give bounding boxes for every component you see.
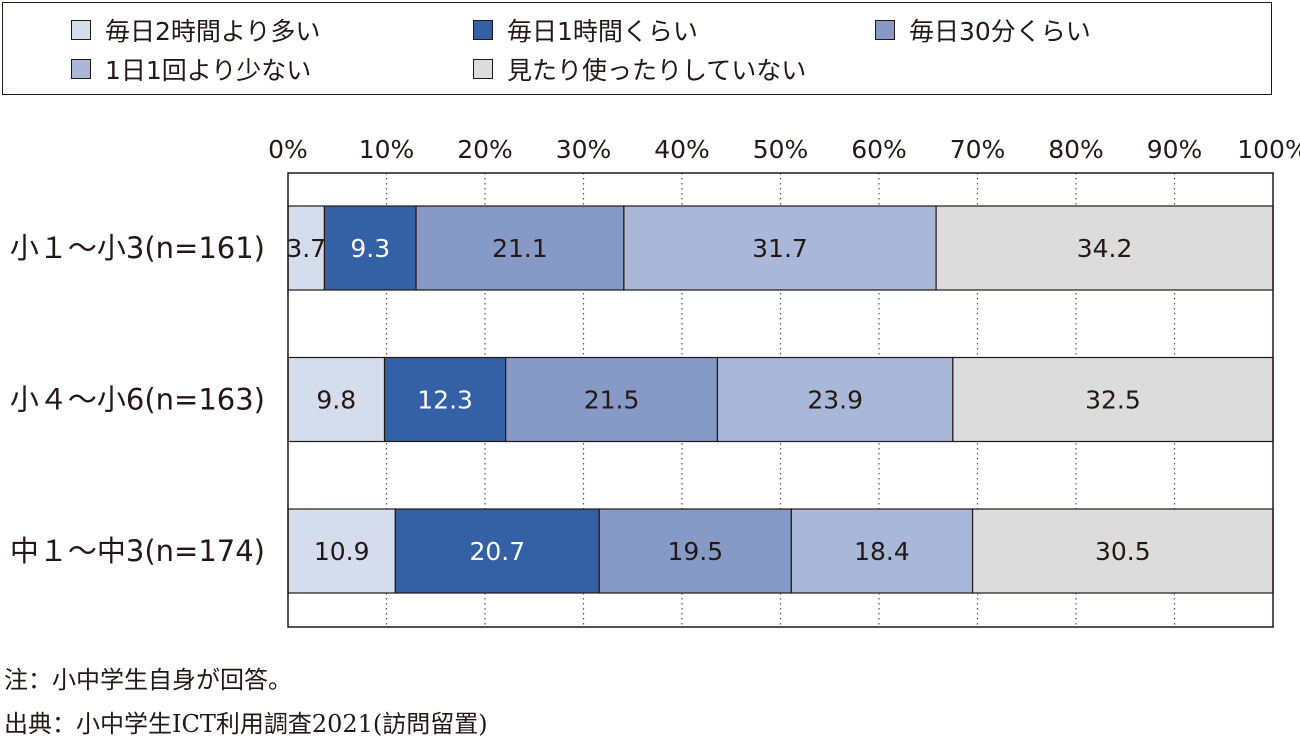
legend-label: 毎日2時間より多い — [105, 17, 321, 46]
data-label: 20.7 — [469, 537, 525, 566]
data-label: 32.5 — [1085, 386, 1141, 415]
legend-item: 毎日2時間より多い — [71, 14, 320, 46]
legend-swatch — [71, 20, 91, 40]
legend-label: 1日1回より少ない — [105, 56, 312, 85]
legend-label: 見たり使ったりしていない — [507, 56, 807, 85]
data-label: 3.7 — [286, 234, 326, 263]
data-label: 23.9 — [807, 386, 863, 415]
legend: 毎日2時間より多い 毎日1時間くらい 毎日30分くらい 1日1回より少ない 見たり使った… — [2, 2, 1272, 95]
data-label: 21.5 — [584, 386, 640, 415]
bar-segment — [971, 508, 1274, 594]
x-tick-label: 100% — [1237, 135, 1300, 164]
data-label: 18.4 — [854, 537, 910, 566]
legend-item: 毎日30分くらい — [875, 14, 1091, 46]
x-tick-label: 10% — [359, 135, 415, 164]
data-label: 31.7 — [752, 234, 808, 263]
bar-segment — [287, 356, 386, 443]
bar-segment — [383, 356, 507, 443]
x-tick-label: 70% — [950, 135, 1006, 164]
x-tick-label: 20% — [457, 135, 513, 164]
x-tick-label: 0% — [268, 135, 308, 164]
data-label: 12.3 — [417, 386, 473, 415]
legend-swatch — [473, 59, 493, 79]
x-tick-label: 40% — [654, 135, 710, 164]
data-label: 9.8 — [316, 386, 356, 415]
bar-segment — [287, 508, 396, 594]
bar-segment — [394, 508, 600, 594]
legend-label: 毎日1時間くらい — [507, 17, 698, 46]
bar-segment — [790, 508, 974, 594]
bar-segment — [623, 205, 937, 291]
legend-label: 毎日30分くらい — [909, 17, 1091, 46]
x-tick-label: 50% — [753, 135, 809, 164]
legend-swatch — [71, 59, 91, 79]
x-tick-label: 90% — [1147, 135, 1203, 164]
legend-swatch — [875, 20, 895, 40]
bar-segment — [716, 356, 954, 443]
legend-item: 1日1回より少ない — [71, 53, 311, 85]
bar-segment — [935, 205, 1274, 291]
legend-swatch — [473, 20, 493, 40]
category-label: 小４～小6(n=163) — [10, 383, 265, 417]
x-tick-label: 30% — [556, 135, 612, 164]
bar-segment — [598, 508, 792, 594]
legend-item: 毎日1時間くらい — [473, 14, 698, 46]
data-label: 10.9 — [314, 537, 370, 566]
plot-frame — [287, 172, 1274, 628]
data-label: 19.5 — [667, 537, 723, 566]
category-label: 中１～中3(n=174) — [10, 534, 265, 568]
data-label: 21.1 — [492, 234, 548, 263]
category-label: 小１～小3(n=161) — [10, 231, 265, 265]
data-label: 30.5 — [1095, 537, 1151, 566]
bar-segment — [323, 205, 417, 291]
data-label: 34.2 — [1077, 234, 1133, 263]
source-note: 出典：小中学生ICT利用調査2021(訪問留置) — [4, 710, 488, 738]
legend-item: 見たり使ったりしていない — [473, 53, 806, 85]
x-tick-label: 80% — [1048, 135, 1104, 164]
data-label: 9.3 — [350, 234, 390, 263]
bar-segment — [415, 205, 625, 291]
footnote: 注：小中学生自身が回答。 — [4, 666, 292, 694]
x-tick-label: 60% — [851, 135, 907, 164]
